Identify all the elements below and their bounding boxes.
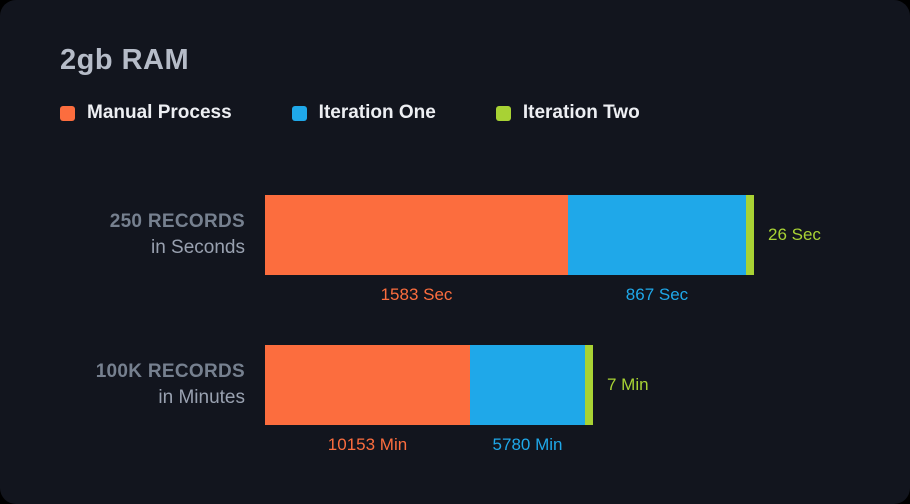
segment-value-label: 1583 Sec (380, 285, 453, 304)
legend-label-iteration-one: Iteration One (318, 102, 436, 123)
legend-item-iteration-two: Iteration Two (495, 102, 640, 124)
row-unit-caption: in Minutes (158, 387, 245, 408)
row-unit-caption: in Seconds (150, 237, 245, 258)
legend-swatch-manual-process (60, 105, 75, 121)
legend: Manual Process Iteration One Iteration T… (60, 102, 640, 124)
bar-area: 1583 Sec 867 Sec 26 Sec (265, 195, 821, 304)
legend-item-iteration-one: Iteration One (291, 102, 436, 124)
segment-value-label: 7 Min (607, 375, 649, 394)
bar-segment-manual-process: 1583 Sec (265, 195, 568, 304)
bar-segment-iteration-two (746, 195, 754, 275)
stacked-bar: 10153 Min 5780 Min (265, 345, 593, 454)
segment-value-label: 5780 Min (492, 435, 563, 454)
row-category: 100K RECORDS (95, 361, 245, 382)
legend-label-manual-process: Manual Process (87, 102, 232, 123)
bar-segment-iteration-one: 867 Sec (568, 195, 746, 304)
bar-segment-iteration-two (585, 345, 593, 425)
segment-value-label: 867 Sec (625, 285, 689, 304)
bar-area: 10153 Min 5780 Min 7 Min (265, 345, 649, 454)
bar-segment-iteration-one: 5780 Min (470, 345, 585, 454)
legend-label-iteration-two: Iteration Two (522, 102, 640, 123)
row-category: 250 RECORDS (109, 211, 245, 232)
chart-row-250-records: 250 RECORDS in Seconds 1583 Sec 867 Sec … (0, 195, 910, 304)
row-label-250-records: 250 RECORDS in Seconds (0, 195, 245, 275)
legend-item-manual-process: Manual Process (60, 102, 232, 124)
chart-row-100k-records: 100K RECORDS in Minutes 10153 Min 5780 M… (0, 345, 910, 454)
bar-segment-manual-process: 10153 Min (265, 345, 470, 454)
legend-swatch-iteration-two (495, 105, 511, 121)
segment-value-label: 26 Sec (768, 225, 821, 244)
chart-title: 2gb RAM (60, 44, 190, 76)
row-label-100k-records: 100K RECORDS in Minutes (0, 345, 245, 425)
segment-value-label: 10153 Min (327, 435, 408, 454)
chart-rows: 250 RECORDS in Seconds 1583 Sec 867 Sec … (0, 195, 910, 495)
legend-swatch-iteration-one (291, 105, 307, 121)
stacked-bar: 1583 Sec 867 Sec (265, 195, 754, 304)
